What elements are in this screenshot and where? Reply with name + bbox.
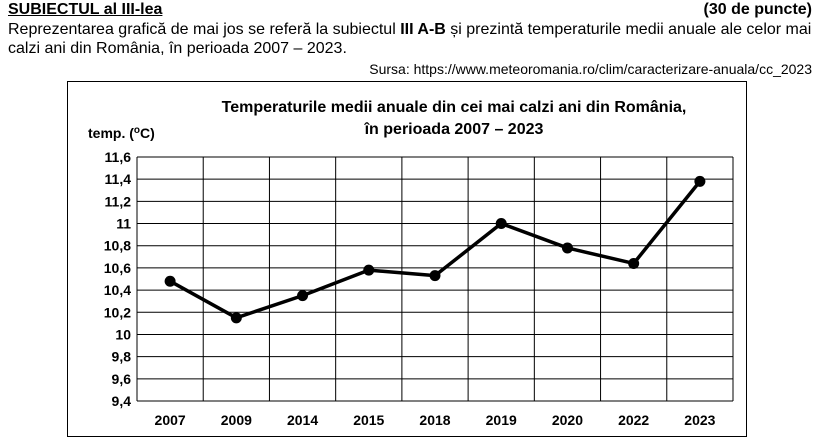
data-point (694, 175, 706, 187)
chart-title-line2: în perioada 2007 – 2023 (364, 121, 544, 138)
x-ticks: 2007 2009 2014 2015 2018 2019 2020 2022 2023 (155, 412, 716, 428)
y-tick-label: 10,2 (104, 304, 131, 320)
subject-title: SUBIECTUL al III-lea (8, 1, 163, 18)
source-text: Sursa: https://www.meteoromania.ro/clim/… (369, 61, 812, 77)
y-tick-label: 11 (116, 216, 131, 232)
y-axis-label: temp. (oC) (88, 125, 155, 141)
chart-title-line1: Temperaturile medii anuale din cei mai c… (222, 99, 687, 116)
x-tick-label: 2014 (287, 412, 318, 428)
y-tick-label: 11,6 (105, 149, 132, 165)
data-point (363, 264, 375, 276)
data-point (297, 290, 309, 302)
x-tick-label: 2018 (419, 412, 450, 428)
x-tick-label: 2020 (552, 412, 583, 428)
grid (136, 156, 734, 402)
line-chart: Temperaturile medii anuale din cei mai c… (88, 99, 734, 428)
data-point (495, 218, 507, 230)
x-tick-label: 2023 (684, 412, 715, 428)
y-tick-label: 10,6 (104, 260, 131, 276)
x-tick-label: 2019 (486, 412, 517, 428)
x-tick-label: 2009 (221, 412, 252, 428)
intro-bold: III A-B (400, 21, 446, 38)
x-tick-label: 2015 (353, 412, 384, 428)
data-point (164, 275, 176, 287)
y-tick-label: 11,4 (105, 171, 132, 187)
intro-text: Reprezentarea grafică de mai jos se refe… (8, 20, 818, 58)
y-tick-label: 10,8 (104, 238, 131, 254)
data-point (230, 312, 242, 324)
chart-frame: Temperaturile medii anuale din cei mai c… (67, 81, 747, 437)
y-tick-label: 11,2 (105, 193, 132, 209)
y-axis-label-prefix: temp. ( (88, 125, 134, 141)
y-tick-label: 9,8 (112, 349, 132, 365)
series (164, 175, 706, 324)
y-tick-label: 9,6 (112, 371, 132, 387)
y-tick-label: 9,4 (112, 393, 132, 409)
header: SUBIECTUL al III-lea (30 de puncte) (8, 0, 812, 20)
data-point (628, 257, 640, 269)
x-tick-label: 2007 (155, 412, 186, 428)
data-point (561, 242, 573, 254)
intro-part2: și prezintă temperaturile medii anuale a… (8, 21, 812, 57)
intro-part1: Reprezentarea grafică de mai jos se refe… (8, 21, 401, 38)
y-tick-label: 10,4 (104, 282, 131, 298)
points-label: (30 de puncte) (703, 1, 812, 18)
data-point (429, 270, 441, 282)
x-tick-label: 2022 (618, 412, 649, 428)
y-axis-label-suffix: C) (140, 125, 155, 141)
y-axis-label-sup: o (134, 125, 140, 136)
y-tick-label: 10 (115, 326, 131, 342)
y-ticks: 9,4 9,6 9,8 10 10,2 10,4 10,6 10,8 11 11,2 11,4 11,… (104, 149, 131, 409)
